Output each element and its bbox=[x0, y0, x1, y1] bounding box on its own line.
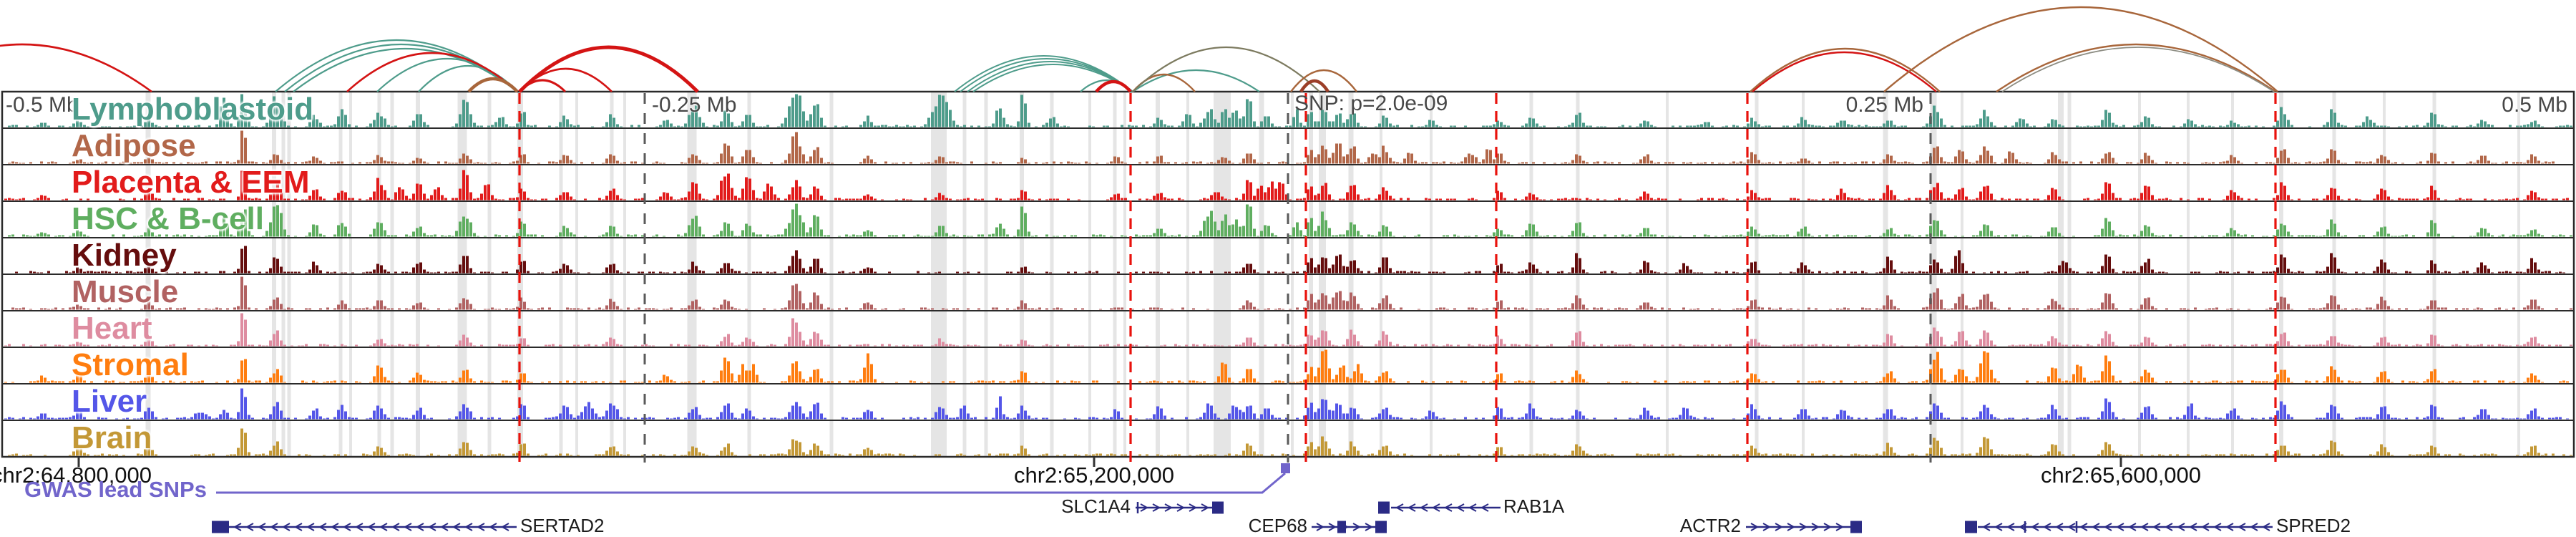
gwas-connector bbox=[216, 463, 1290, 494]
gwas-lead-snps-label: GWAS lead SNPs bbox=[24, 477, 207, 502]
track-signal-brain bbox=[8, 428, 2572, 456]
gene-model-sertad2 bbox=[212, 521, 517, 533]
gene-label-sertad2: SERTAD2 bbox=[520, 515, 605, 536]
gene-models-layer bbox=[212, 501, 2273, 533]
track-label-lymphoblastoid: Lymphoblastoid bbox=[72, 92, 314, 127]
track-label-placenta-eem: Placenta & EEM bbox=[72, 165, 310, 200]
track-signal-hsc-b-cell bbox=[8, 203, 2572, 237]
reference-lines-red bbox=[518, 93, 2277, 465]
gwas-snp-marker bbox=[1281, 463, 1290, 473]
distance-label-minus-0-25mb: -0.25 Mb bbox=[652, 93, 737, 117]
gene-model-cep68 bbox=[1312, 521, 1387, 533]
track-label-muscle: Muscle bbox=[72, 274, 179, 309]
coordinate-label-chr2-65200000: chr2:65,200,000 bbox=[1013, 463, 1175, 488]
gene-label-rab1a: RAB1A bbox=[1503, 495, 1565, 517]
gene-label-cep68: CEP68 bbox=[1248, 515, 1307, 536]
track-label-hsc-b-cell: HSC & B-cell bbox=[72, 201, 264, 236]
distance-label-plus-0-5mb: 0.5 Mb bbox=[2502, 93, 2567, 117]
track-label-liver: Liver bbox=[72, 384, 147, 419]
reference-lines-gray bbox=[643, 93, 1932, 463]
track-signal-stromal bbox=[4, 349, 2569, 383]
track-label-adipose: Adipose bbox=[72, 128, 196, 163]
gene-model-slc1a4 bbox=[1136, 501, 1224, 514]
gene-label-slc1a4: SLC1A4 bbox=[1061, 495, 1131, 517]
interaction-arcs-layer bbox=[0, 6, 2278, 93]
distance-label-minus-0-5mb: -0.5 Mb bbox=[6, 93, 79, 117]
gene-model-spred2 bbox=[1965, 521, 2273, 533]
track-signal-kidney bbox=[15, 246, 2565, 274]
track-label-stromal: Stromal bbox=[72, 347, 189, 382]
axis-ticks bbox=[77, 457, 2122, 467]
snp-pvalue-label: SNP: p=2.0e-09 bbox=[1294, 92, 1448, 115]
coordinate-label-chr2-64800000: chr2:64,800,000 bbox=[0, 463, 152, 488]
track-label-kidney: Kidney bbox=[72, 238, 177, 273]
track-label-heart: Heart bbox=[72, 311, 152, 346]
coordinate-label-chr2-65600000: chr2:65,600,000 bbox=[2040, 463, 2202, 488]
gene-model-rab1a bbox=[1378, 501, 1501, 514]
track-signal-liver bbox=[4, 388, 2569, 420]
track-label-brain: Brain bbox=[72, 420, 152, 455]
track-signal-placenta-eem bbox=[4, 170, 2569, 200]
gene-label-spred2: SPRED2 bbox=[2276, 515, 2351, 536]
track-signal-adipose bbox=[8, 130, 2555, 164]
gene-model-actr2 bbox=[1746, 521, 1862, 533]
distance-label-plus-0-25mb: 0.25 Mb bbox=[1845, 93, 1923, 117]
gene-label-actr2: ACTR2 bbox=[1679, 515, 1741, 536]
